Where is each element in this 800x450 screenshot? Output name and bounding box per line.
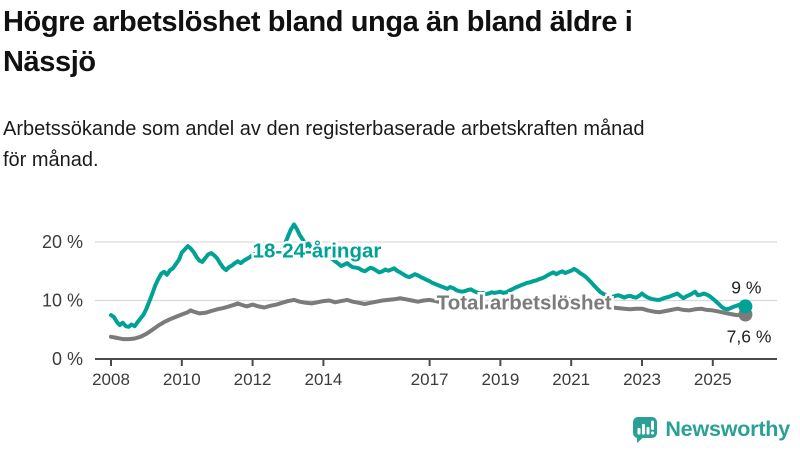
unemployment-line-chart: 0 % 10 % 20 % 2008 2010 2012 2014 2017 2019 2021 2… <box>42 222 777 389</box>
x-tick-label: 2014 <box>304 370 342 389</box>
x-tick-label: 2021 <box>552 370 590 389</box>
x-tick-label: 2019 <box>481 370 519 389</box>
series-end-dot-youth-18-24 <box>738 299 753 314</box>
y-tick-label: 0 % <box>52 349 83 369</box>
series-label-total: Total arbetslöshet <box>437 291 612 314</box>
page-title: Högre arbetslöshet bland unga än bland ä… <box>3 2 633 82</box>
end-value-label-total: 7,6 % <box>727 327 772 347</box>
page-title-line1: Högre arbetslöshet bland unga än bland ä… <box>3 6 633 38</box>
x-tick-label: 2017 <box>411 370 449 389</box>
y-tick-label: 10 % <box>42 291 83 311</box>
x-tick-label: 2008 <box>92 370 130 389</box>
end-value-label-youth-18-24: 9 % <box>731 277 761 297</box>
series-label-youth-18-24: 18-24-åringar <box>253 239 382 262</box>
x-tick-label: 2010 <box>163 370 201 389</box>
series-line-total <box>109 296 748 342</box>
chart-subtitle-line2: för månad. <box>3 149 99 171</box>
x-tick-label: 2012 <box>234 370 272 389</box>
chart-subtitle-line1: Arbetssökande som andel av den registerb… <box>3 118 645 140</box>
newsworthy-logo-icon <box>633 417 658 443</box>
newsworthy-logo-text: Newsworthy <box>665 416 790 441</box>
x-tick-label: 2025 <box>694 370 732 389</box>
x-tick-label: 2023 <box>623 370 661 389</box>
chart-subtitle: Arbetssökande som andel av den registerb… <box>3 114 645 176</box>
newsworthy-logo: Newsworthy <box>632 415 790 443</box>
page-title-line2: Nässjö <box>3 46 96 78</box>
series-line-youth-18-24 <box>109 222 748 329</box>
y-tick-label: 20 % <box>42 232 83 252</box>
